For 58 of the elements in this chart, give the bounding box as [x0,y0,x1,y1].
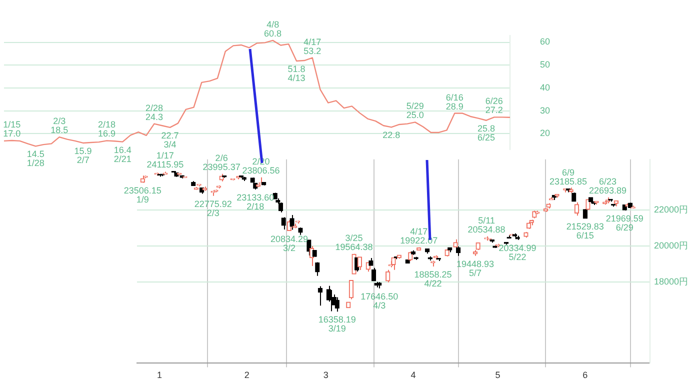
candlestick [315,262,320,276]
x-tick-label: 6 [582,370,588,380]
candlestick [348,280,354,300]
annotation: 1/17 24115.95 [146,150,184,170]
annotation: 20834.29 3/2 [270,234,308,253]
y-tick-label: 20 [540,128,550,138]
x-tick-label: 2 [244,370,250,380]
annotation: 14.5 1/28 [26,149,44,168]
annotation: 22.7 3/4 [161,130,179,150]
annotation: 2/28 24.3 [145,102,163,122]
annotation: 16.4 2/21 [114,144,132,164]
annotation: 4/17 53.2 [304,36,322,56]
annotation: 22775.92 2/3 [194,198,232,218]
annotation: 17646.50 4/3 [360,291,398,310]
annotation: 51.8 4/13 [288,64,306,83]
candlestick [371,267,376,282]
annotation: 19448.93 5/7 [456,258,494,278]
x-tick-label: 5 [495,370,500,380]
candlestick [334,296,340,312]
candlestick [306,239,312,256]
annotation: 2/18 16.9 [98,120,116,139]
y-tick-label: 18000円 [654,276,688,287]
annotation: 6/23 22693.89 [588,176,626,196]
y-tick-label: 30 [540,105,550,116]
annotation: 25.8 6/25 [478,123,496,142]
annotation: 16358.19 3/19 [318,314,356,334]
annotation: 3/25 19564.38 [335,232,373,252]
y-tick-label: 60 [540,36,550,47]
candlestick [281,216,286,230]
candlestick [386,269,390,283]
annotation: 1/15 17.0 [3,119,21,138]
annotation: 21529.83 6/15 [566,221,604,240]
annotation: 5/29 25.0 [406,101,424,120]
y-tick-label: 22000円 [654,204,688,214]
x-tick-label: 1 [157,370,162,380]
annotation: 15.9 2/7 [74,146,92,165]
annotation: 6/16 28.9 [446,92,464,112]
candlestick [586,198,590,211]
candlestick [456,246,461,256]
x-tick-label: 3 [323,370,328,380]
annotation: 18858.25 4/22 [414,270,452,289]
y-tick-label: 40 [540,82,550,92]
annotation: 2/6 23995.37 [202,152,240,172]
annotation: 6/9 23185.85 [549,168,588,187]
y-tick-label: 20000円 [654,240,688,250]
annotation: 23506.15 1/9 [124,186,162,205]
annotation: 20334.99 5/22 [498,242,536,262]
y-tick-label: 50 [540,60,550,70]
annotation: 2/3 18.5 [50,116,68,136]
annotation: 22.8 [382,130,400,140]
annotation: 23133.60 2/18 [236,192,274,212]
annotation: 4/17 19922.07 [400,226,438,246]
x-tick-label: 4 [410,370,416,380]
annotation: 4/8 60.8 [264,19,282,38]
annotation: 6/26 27.2 [485,96,503,116]
annotation: 21969.59 6/29 [606,213,644,232]
annotation: 5/11 20534.88 [468,215,506,234]
candlestick [574,202,580,216]
